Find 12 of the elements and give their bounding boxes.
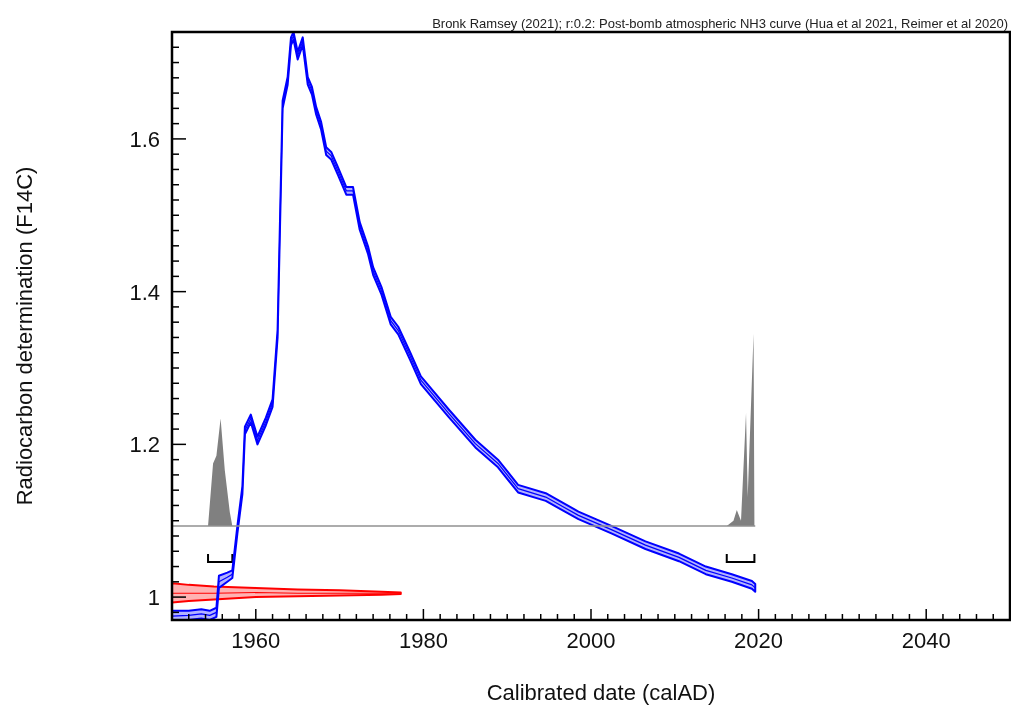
x-tick-label: 2040 [901, 628, 951, 653]
chart-title: Bronk Ramsey (2021); r:0.2: Post-bomb atmospheric NH3 curve (Hua et al 2021, Reimer et al 2020) [432, 16, 1008, 31]
x-axis-title: Calibrated date (calAD) [486, 680, 716, 705]
x-tick-label: 2020 [734, 628, 784, 653]
x-tick-label: 1980 [398, 628, 448, 653]
x-tick-label: 1960 [231, 628, 281, 653]
y-axis-title: Radiocarbon determination (F14C) [12, 166, 37, 506]
y-tick-label: 1.6 [129, 126, 160, 152]
y-tick-label: 1 [147, 585, 160, 611]
y-tick-label: 1.4 [129, 279, 160, 305]
y-tick-label: 1.2 [129, 432, 160, 458]
x-tick-label: 2000 [566, 628, 616, 653]
